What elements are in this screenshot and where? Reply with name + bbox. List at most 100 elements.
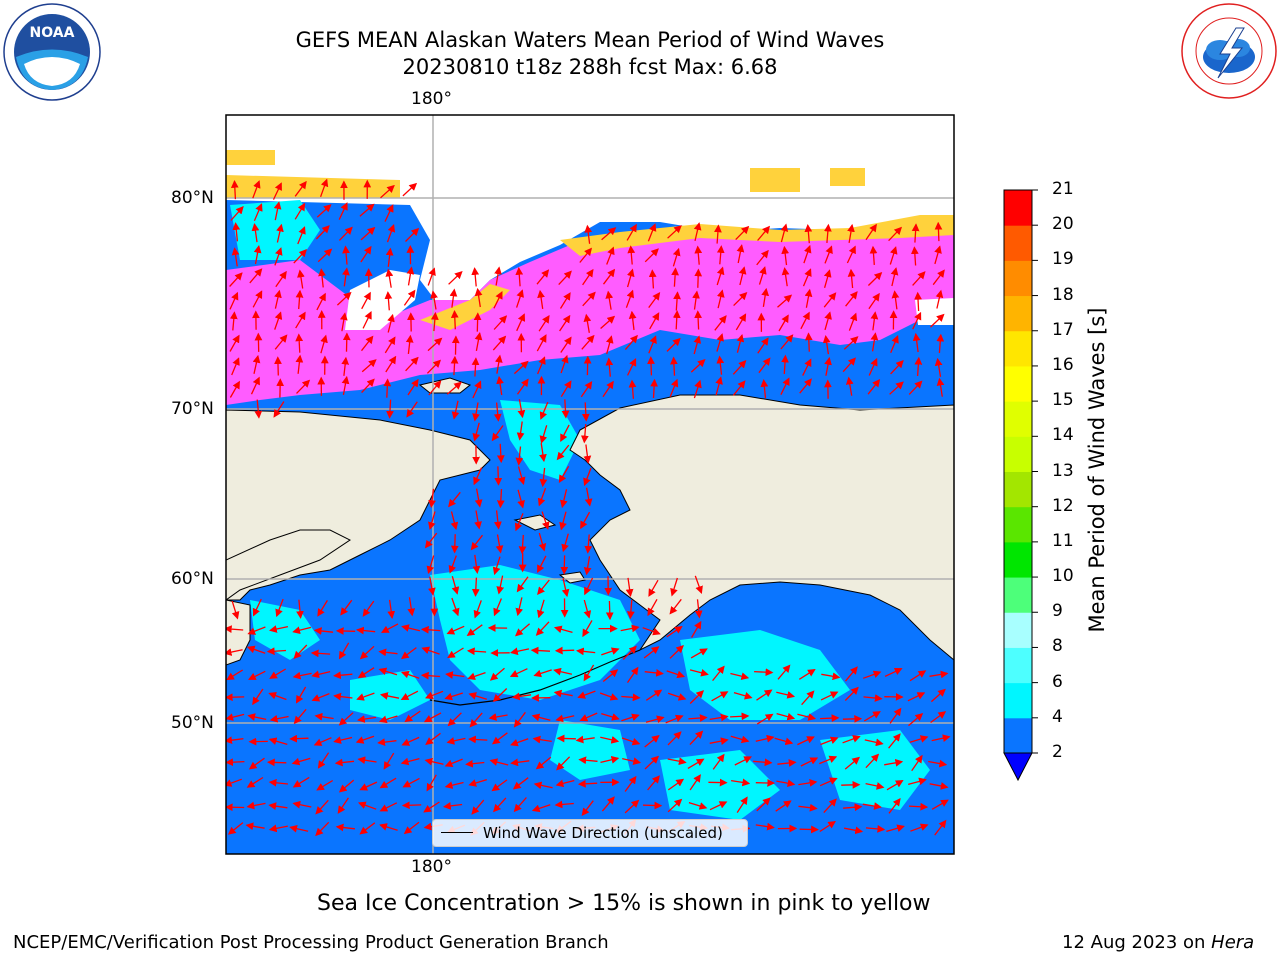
wave-direction-arrow bbox=[934, 221, 943, 242]
wave-direction-arrow bbox=[533, 781, 553, 790]
wave-direction-arrow bbox=[823, 798, 837, 814]
wave-direction-arrow bbox=[600, 736, 620, 744]
wave-direction-arrow bbox=[426, 359, 442, 374]
wave-direction-arrow bbox=[400, 690, 419, 700]
noaa-logo: NOAA bbox=[2, 2, 102, 102]
wave-direction-arrow bbox=[293, 249, 307, 264]
wave-direction-arrow bbox=[297, 226, 306, 245]
wave-direction-arrow bbox=[536, 334, 547, 352]
wave-direction-arrow bbox=[605, 357, 614, 377]
wave-direction-arrow bbox=[342, 267, 350, 287]
wave-direction-arrow bbox=[621, 713, 640, 722]
wave-direction-arrow bbox=[496, 575, 505, 595]
wave-direction-arrow bbox=[474, 287, 483, 308]
colorbar-extend-arrow bbox=[1003, 752, 1033, 782]
map-frame bbox=[225, 114, 955, 855]
wave-direction-arrow bbox=[446, 737, 466, 745]
wave-direction-arrow bbox=[474, 510, 482, 530]
wave-direction-arrow bbox=[468, 692, 487, 700]
wave-direction-arrow bbox=[380, 623, 399, 633]
wave-direction-arrow bbox=[556, 444, 570, 461]
wave-direction-arrow bbox=[931, 734, 951, 742]
wave-direction-arrow bbox=[553, 667, 573, 676]
colorbar-tick-label: 15 bbox=[1052, 390, 1074, 411]
wave-direction-arrow bbox=[470, 534, 484, 551]
wave-direction-arrow bbox=[820, 714, 840, 722]
wave-direction-arrow bbox=[929, 782, 949, 790]
wave-direction-arrow bbox=[379, 823, 398, 831]
wave-direction-arrow bbox=[777, 664, 791, 680]
wave-direction-arrow bbox=[558, 270, 572, 286]
wave-direction-arrow bbox=[444, 758, 463, 768]
wave-direction-arrow bbox=[870, 332, 879, 352]
wave-direction-arrow bbox=[357, 801, 377, 810]
wave-direction-arrow bbox=[536, 356, 546, 375]
wave-direction-arrow bbox=[606, 246, 615, 265]
wave-direction-arrow bbox=[867, 271, 883, 286]
wave-direction-arrow bbox=[577, 690, 596, 699]
wave-direction-arrow bbox=[338, 642, 350, 660]
wave-direction-arrow bbox=[252, 290, 263, 308]
wave-direction-arrow bbox=[515, 623, 531, 637]
wave-direction-arrow bbox=[515, 446, 524, 466]
wave-direction-arrow bbox=[802, 268, 812, 287]
wave-direction-arrow bbox=[689, 730, 704, 746]
wave-direction-arrow bbox=[775, 800, 792, 812]
wave-direction-arrow bbox=[734, 756, 752, 766]
wave-direction-arrow bbox=[465, 759, 485, 768]
wave-direction-arrow bbox=[510, 738, 529, 747]
colorbar-tick-label: 11 bbox=[1052, 530, 1074, 551]
wave-direction-arrow bbox=[407, 378, 419, 396]
colorbar-tick-label: 14 bbox=[1052, 425, 1074, 446]
wave-direction-arrow bbox=[648, 579, 659, 597]
wave-direction-arrow bbox=[383, 752, 395, 770]
wave-direction-arrow bbox=[865, 782, 885, 790]
wave-direction-arrow bbox=[268, 737, 288, 746]
chart-title-line1: GEFS MEAN Alaskan Waters Mean Period of … bbox=[295, 28, 885, 52]
wave-direction-arrow bbox=[229, 311, 238, 331]
wave-direction-arrow bbox=[229, 334, 240, 352]
wave-direction-arrow bbox=[582, 291, 596, 307]
colorbar-segment bbox=[1004, 682, 1032, 719]
wave-direction-arrow bbox=[386, 399, 394, 419]
wave-direction-arrow bbox=[252, 688, 264, 706]
gridlines bbox=[226, 115, 954, 854]
wave-direction-arrow bbox=[714, 224, 722, 244]
wave-direction-arrow bbox=[535, 756, 552, 770]
wave-direction-arrow bbox=[910, 246, 919, 266]
wave-direction-arrow bbox=[314, 712, 334, 721]
wave-direction-arrow bbox=[733, 691, 753, 700]
wave-direction-arrow bbox=[889, 707, 902, 724]
colorbar-segment bbox=[1004, 225, 1032, 261]
wave-direction-arrow bbox=[401, 624, 421, 632]
wave-direction-arrow bbox=[847, 268, 856, 289]
wave-direction-arrow bbox=[582, 268, 594, 286]
wave-direction-arrow bbox=[601, 647, 620, 656]
wave-direction-arrow bbox=[600, 315, 616, 329]
wave-direction-arrow bbox=[819, 777, 838, 787]
wave-direction-arrow bbox=[273, 401, 285, 418]
wave-direction-arrow bbox=[757, 225, 771, 241]
colorbar-segment bbox=[1004, 577, 1032, 613]
wave-direction-arrow bbox=[867, 378, 881, 395]
wave-direction-arrow bbox=[539, 443, 547, 463]
wave-direction-arrow bbox=[516, 378, 529, 395]
wave-direction-arrow bbox=[911, 223, 920, 243]
wave-direction-arrow bbox=[267, 758, 287, 767]
wave-direction-arrow bbox=[714, 315, 727, 331]
wave-direction-arrow bbox=[601, 227, 617, 241]
wave-direction-arrow bbox=[754, 668, 774, 677]
wave-direction-arrow bbox=[466, 624, 483, 637]
wave-direction-arrow bbox=[910, 823, 929, 832]
wave-direction-arrow bbox=[359, 645, 375, 660]
wave-direction-arrow bbox=[673, 291, 681, 311]
wave-direction-arrow bbox=[517, 466, 526, 486]
wave-direction-arrow bbox=[672, 310, 681, 330]
wave-direction-arrow bbox=[931, 799, 949, 810]
lon-label-top: 180° bbox=[411, 89, 452, 109]
wave-direction-arrow bbox=[405, 356, 419, 372]
wave-direction-arrow bbox=[560, 489, 568, 509]
wave-direction-arrow bbox=[274, 334, 288, 350]
wave-direction-arrow bbox=[313, 737, 332, 746]
